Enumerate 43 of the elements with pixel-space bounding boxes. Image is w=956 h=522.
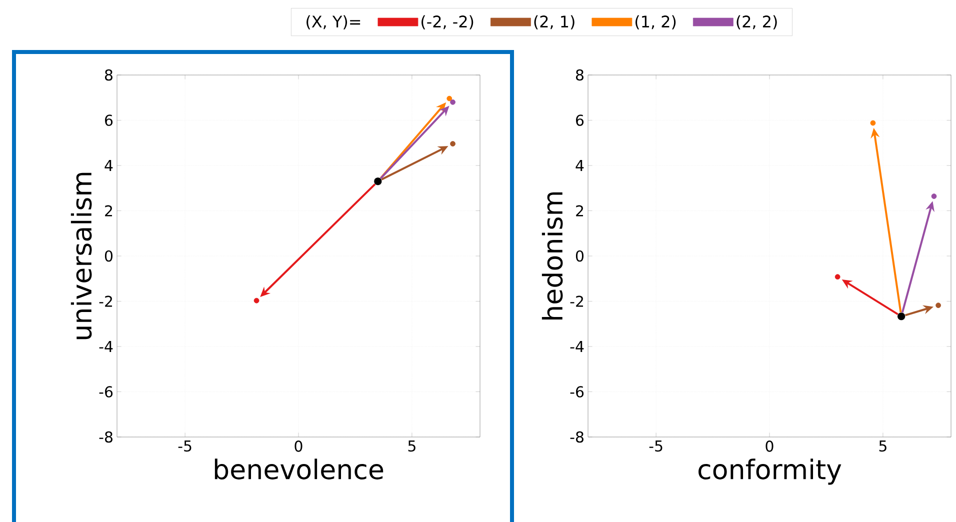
point [931,194,937,199]
x-axis-title: conformity [698,458,842,485]
point [446,96,452,102]
y-axis-title: hedonism [542,192,563,320]
x-axis-title: benevolence [214,458,384,480]
x-tick-label: -5 [178,440,192,452]
y-tick-label: -2 [99,296,112,307]
y-tick-label: 4 [576,160,584,171]
point [870,120,876,126]
x-tick-label: 5 [408,440,416,452]
legend-label: (1, 2) [636,15,676,30]
y-tick-label: 2 [576,205,583,216]
y-tick-label: 0 [576,250,584,262]
legend-label: (-2, -2) [422,15,474,30]
y-tick-label: -4 [99,341,113,352]
legend-label: (2, 1) [534,15,574,30]
x-tick-label: 0 [766,440,774,452]
y-tick-label: 4 [104,160,113,171]
y-tick-label: 0 [104,250,112,262]
y-tick-label: 8 [576,69,584,81]
y-tick-label: -8 [99,431,112,443]
y-tick-label: -8 [570,431,584,443]
x-tick-label: 0 [294,440,302,452]
y-tick-label: 8 [104,69,112,81]
y-tick-label: -6 [99,386,113,398]
y-tick-label: 6 [576,114,584,126]
point [897,312,906,321]
legend-title: (X, Y)= [306,15,360,30]
y-axis-title: universalism [70,172,92,340]
x-tick-label: -5 [649,440,662,452]
x-tick-label: 5 [879,440,886,452]
point [450,99,456,105]
y-tick-label: 2 [105,205,112,216]
point [254,298,260,304]
y-tick-label: 6 [105,114,113,126]
point [834,274,840,280]
y-tick-label: -2 [570,296,583,307]
point [374,177,382,186]
y-tick-label: -6 [570,386,584,398]
y-tick-label: -4 [570,341,584,352]
legend-label: (2, 2) [736,15,777,30]
point [936,302,941,308]
point [450,141,456,146]
